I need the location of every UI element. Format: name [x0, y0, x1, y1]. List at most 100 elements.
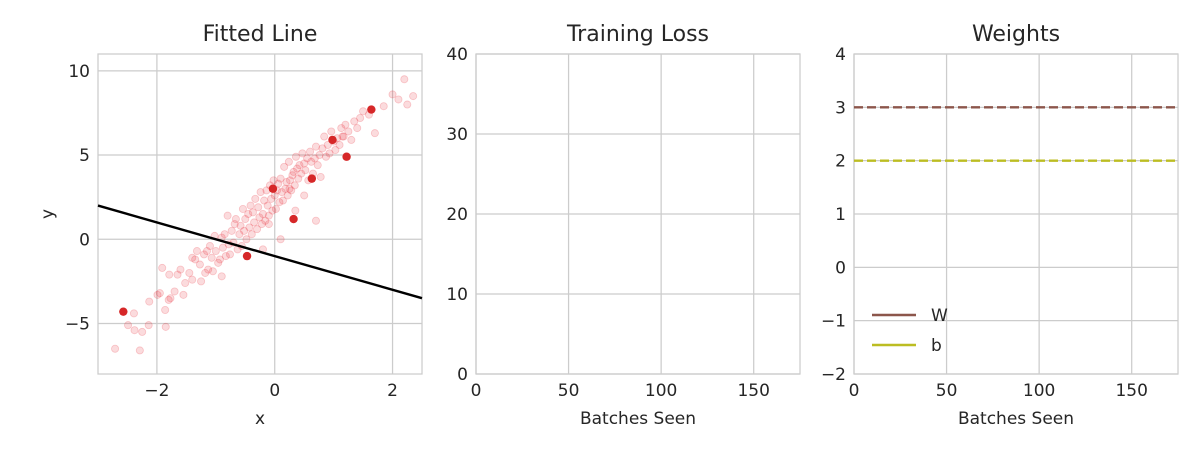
- data-point: [267, 194, 276, 203]
- y-tick-label: 3: [835, 98, 846, 118]
- data-point: [129, 309, 138, 318]
- data-point: [205, 241, 214, 250]
- data-point: [264, 220, 273, 229]
- data-point: [236, 221, 245, 230]
- data-point: [261, 216, 270, 225]
- data-point: [248, 208, 257, 217]
- data-point: [276, 174, 285, 183]
- x-tick-label: 0: [471, 381, 482, 401]
- data-point: [244, 209, 253, 218]
- data-point: [295, 161, 304, 170]
- fitted-line-title: Fitted Line: [203, 22, 318, 47]
- training-loss-x-axis-label: Batches Seen: [580, 409, 696, 429]
- data-point: [323, 140, 332, 149]
- training-loss-title: Training Loss: [566, 22, 709, 47]
- data-point: [291, 152, 300, 161]
- data-point: [274, 179, 283, 188]
- data-point: [188, 275, 197, 284]
- data-point: [165, 270, 174, 279]
- y-tick-label: 0: [457, 365, 468, 385]
- data-point: [280, 162, 289, 171]
- data-point: [347, 135, 356, 144]
- data-point: [291, 206, 300, 215]
- data-point: [124, 321, 133, 330]
- highlighted-point: [342, 152, 351, 161]
- data-point: [264, 211, 273, 220]
- data-point: [269, 176, 278, 185]
- data-point: [145, 297, 154, 306]
- data-point: [394, 95, 403, 104]
- x-tick-label: 2: [387, 381, 398, 401]
- x-tick-label: 150: [1115, 381, 1147, 401]
- data-point: [300, 191, 309, 200]
- data-point: [241, 215, 250, 224]
- data-point: [200, 250, 209, 259]
- data-point: [285, 184, 294, 193]
- data-point: [311, 142, 320, 151]
- data-point: [325, 149, 334, 158]
- highlighted-point: [119, 307, 128, 316]
- data-point: [111, 344, 120, 353]
- data-point: [275, 198, 284, 207]
- data-point: [338, 132, 347, 141]
- data-point: [235, 230, 244, 239]
- data-point: [400, 75, 409, 84]
- x-tick-label: 150: [737, 381, 769, 401]
- data-point: [231, 215, 240, 224]
- data-point: [293, 164, 302, 173]
- data-point: [315, 151, 324, 160]
- data-point: [284, 157, 293, 166]
- data-point: [255, 213, 264, 222]
- y-tick-label: 0: [79, 230, 90, 250]
- data-point: [247, 230, 256, 239]
- data-point: [331, 145, 340, 154]
- fitted-line-x-ticks: −2 0 2: [144, 381, 398, 401]
- y-tick-label: 1: [835, 205, 846, 225]
- data-point: [307, 157, 316, 166]
- data-point: [287, 186, 296, 195]
- data-point: [130, 326, 139, 335]
- weights-y-ticks: −2 −1 0 1 2 3 4: [821, 45, 846, 385]
- data-point: [166, 294, 175, 303]
- fitted-line-data-points: [111, 75, 418, 355]
- data-point: [278, 196, 287, 205]
- data-point: [297, 169, 306, 178]
- data-point: [341, 120, 350, 129]
- weights-title: Weights: [972, 22, 1060, 47]
- y-tick-label: −2: [821, 365, 846, 385]
- data-point: [303, 154, 312, 163]
- data-point: [155, 289, 164, 298]
- fitted-line-plot-frame: [97, 53, 423, 375]
- data-point: [173, 270, 182, 279]
- weights-panel: Weights 0 50 100 150 −2 −1 0 1 2 3 4 Batches Seen…: [821, 22, 1179, 429]
- data-point: [316, 172, 325, 181]
- y-tick-label: 0: [835, 258, 846, 278]
- data-point: [246, 201, 255, 210]
- y-tick-label: 30: [446, 125, 468, 145]
- data-point: [161, 322, 170, 331]
- data-point: [311, 216, 320, 225]
- y-tick-label: 20: [446, 205, 468, 225]
- fitted-line-x-axis-label: x: [255, 409, 265, 429]
- data-point: [321, 152, 330, 161]
- data-point: [135, 346, 144, 355]
- data-point: [263, 201, 272, 210]
- highlighted-point: [289, 214, 298, 224]
- data-point: [313, 161, 322, 170]
- data-point: [359, 107, 368, 116]
- weights-x-ticks: 0 50 100 150: [849, 381, 1148, 401]
- highlighted-point: [268, 184, 278, 193]
- data-point: [217, 272, 226, 281]
- data-point: [260, 196, 269, 205]
- data-point: [353, 124, 362, 133]
- y-tick-label: 4: [835, 45, 846, 65]
- x-tick-label: −2: [144, 381, 169, 401]
- data-point: [283, 191, 292, 200]
- data-point: [320, 132, 329, 141]
- y-tick-label: −1: [821, 312, 846, 332]
- data-point: [185, 268, 194, 277]
- data-point: [268, 206, 277, 215]
- data-point: [277, 188, 286, 197]
- fitted-line: [97, 204, 423, 300]
